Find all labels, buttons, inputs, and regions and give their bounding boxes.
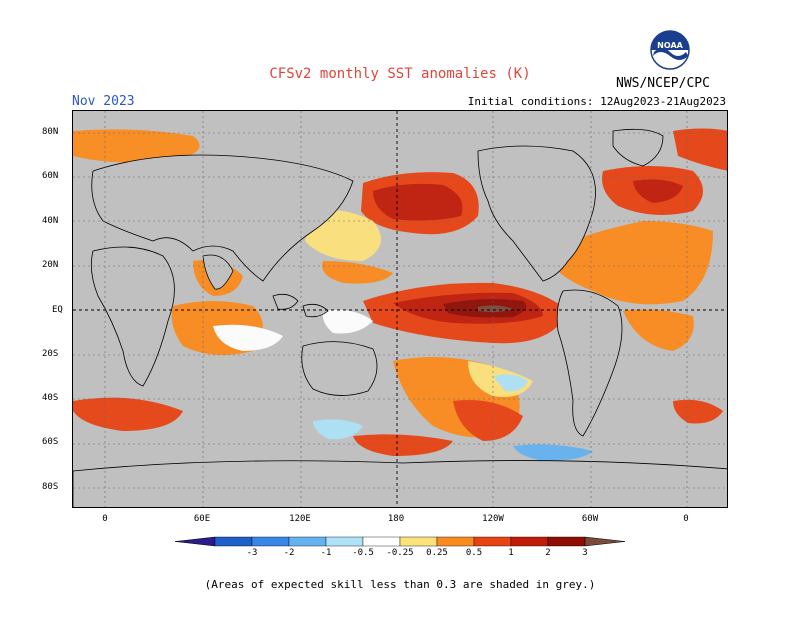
lat-label: EQ bbox=[52, 305, 63, 315]
colorbar-tick-label: 3 bbox=[582, 548, 587, 558]
colorbar-tick-label: -0.5 bbox=[352, 548, 374, 558]
colorbar-tick-label: 2 bbox=[545, 548, 550, 558]
page-title: CFSv2 monthly SST anomalies (K) bbox=[269, 66, 531, 82]
forecast-month: Nov 2023 bbox=[72, 94, 135, 109]
colorbar-swatch bbox=[325, 536, 364, 547]
colorbar-swatch bbox=[473, 536, 512, 547]
colorbar-tick-label: -0.25 bbox=[386, 548, 413, 558]
lon-label: 60E bbox=[193, 514, 211, 524]
lat-label: 40S bbox=[42, 393, 59, 403]
lon-label: 180 bbox=[387, 514, 405, 524]
lat-label: 80N bbox=[42, 127, 59, 137]
colorbar-swatch bbox=[547, 536, 586, 547]
sst-anomaly-map bbox=[72, 110, 728, 508]
noaa-logo: NOAA bbox=[650, 30, 690, 70]
continents bbox=[73, 128, 727, 507]
lon-label: 0 bbox=[683, 514, 689, 524]
colorbar-tick-label: 0.25 bbox=[426, 548, 448, 558]
colorbar: -3 -2 -1 -0.5 -0.25 0.25 0.5 1 2 3 bbox=[174, 536, 626, 558]
lon-label: 120W bbox=[482, 514, 504, 524]
colorbar-tick-label: 0.5 bbox=[466, 548, 482, 558]
colorbar-swatch bbox=[436, 536, 475, 547]
skill-footnote: (Areas of expected skill less than 0.3 a… bbox=[204, 578, 596, 591]
colorbar-tick-label: -3 bbox=[247, 548, 258, 558]
colorbar-swatch bbox=[584, 536, 626, 547]
lat-label: 60N bbox=[42, 171, 59, 181]
colorbar-swatch bbox=[399, 536, 438, 547]
lon-label: 0 bbox=[102, 514, 108, 524]
logo-text: NOAA bbox=[657, 41, 683, 50]
anomaly-fields bbox=[73, 128, 727, 461]
colorbar-swatch bbox=[362, 536, 401, 547]
lat-label: 20S bbox=[42, 349, 59, 359]
colorbar-tick-label: -1 bbox=[321, 548, 332, 558]
lat-label: 20N bbox=[42, 260, 59, 270]
colorbar-swatch bbox=[288, 536, 327, 547]
lat-label: 40N bbox=[42, 216, 59, 226]
agency-label: NWS/NCEP/CPC bbox=[616, 76, 710, 91]
lon-label: 120E bbox=[289, 514, 311, 524]
lon-label: 60W bbox=[581, 514, 599, 524]
map-canvas bbox=[73, 111, 727, 507]
initial-conditions: Initial conditions: 12Aug2023-21Aug2023 bbox=[467, 95, 726, 108]
colorbar-swatch bbox=[214, 536, 253, 547]
colorbar-tick-label: 1 bbox=[508, 548, 513, 558]
colorbar-swatch bbox=[510, 536, 549, 547]
lat-label: 80S bbox=[42, 482, 59, 492]
colorbar-tick-label: -2 bbox=[284, 548, 295, 558]
lat-label: 60S bbox=[42, 437, 59, 447]
colorbar-swatch bbox=[251, 536, 290, 547]
colorbar-swatch bbox=[174, 536, 216, 547]
reference-lines bbox=[73, 111, 727, 507]
graticule bbox=[73, 111, 727, 507]
